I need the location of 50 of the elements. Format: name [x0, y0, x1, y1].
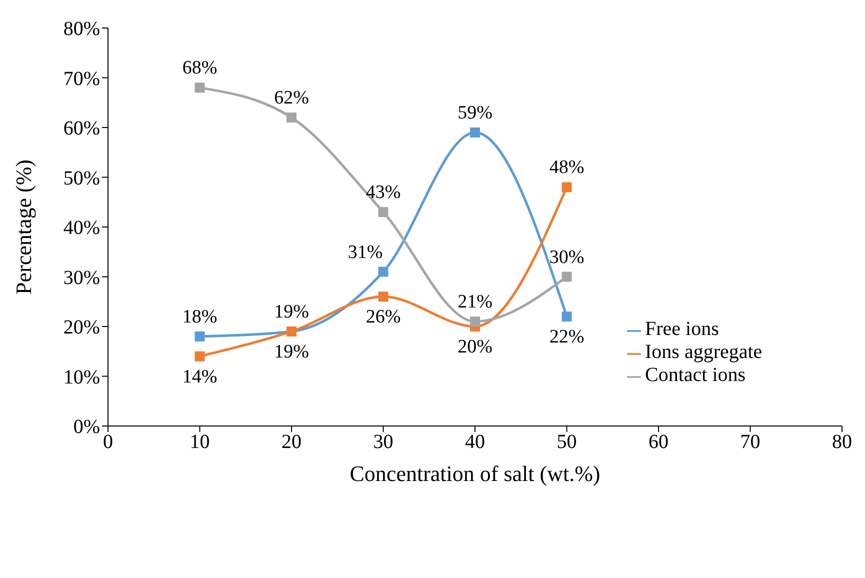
data-label: 68% [182, 58, 218, 79]
y-tick-label: 30% [63, 266, 100, 289]
x-tick-label: 40 [465, 431, 485, 454]
data-label: 48% [549, 157, 584, 178]
x-axis-title: Concentration of salt (wt.%) [350, 461, 600, 486]
data-label: 20% [458, 336, 493, 358]
data-label: 22% [549, 326, 584, 348]
y-tick-label: 20% [63, 316, 100, 339]
legend-label: Contact ions [645, 364, 746, 386]
point [378, 207, 388, 218]
point [562, 312, 572, 322]
x-tick-label: 70 [740, 431, 760, 454]
data-label: 59% [458, 102, 493, 124]
y-axis-title: Percentage (%) [10, 160, 36, 294]
legend-label: Free ions [645, 318, 719, 340]
y-tick-label: 80% [63, 18, 100, 40]
y-tick-label: 10% [63, 366, 100, 388]
x-tick-label: 50 [556, 431, 577, 454]
point [378, 292, 388, 302]
y-tick-label: 60% [63, 118, 100, 140]
point [470, 127, 480, 138]
y-tick-label: 40% [63, 217, 100, 240]
data-label: 31% [348, 242, 383, 263]
x-tick-label: 80 [832, 431, 852, 454]
point [378, 266, 388, 277]
x-tick-label: 0 [103, 431, 113, 454]
point [562, 272, 572, 282]
x-tick-label: 10 [190, 431, 210, 454]
data-label: 62% [274, 88, 310, 109]
point [562, 182, 572, 192]
legend-label: Ions aggregate [645, 341, 762, 363]
x-tick-label: 60 [648, 431, 668, 454]
data-label: 19% [274, 301, 310, 322]
y-tick-label: 50% [63, 167, 100, 190]
point [470, 316, 480, 327]
point [194, 351, 205, 362]
data-label: 14% [182, 366, 218, 388]
point [194, 82, 205, 93]
data-label: 30% [549, 246, 584, 268]
y-tick-label: 0% [73, 416, 100, 438]
data-label: 21% [458, 292, 493, 313]
data-label: 43% [366, 182, 401, 204]
data-label: 19% [274, 341, 310, 362]
data-label: 26% [366, 306, 401, 328]
data-label: 18% [182, 306, 218, 328]
point [286, 112, 296, 123]
x-tick-label: 30 [373, 431, 394, 454]
point [194, 331, 205, 342]
x-tick-label: 20 [282, 431, 302, 454]
y-tick-label: 70% [63, 68, 100, 90]
